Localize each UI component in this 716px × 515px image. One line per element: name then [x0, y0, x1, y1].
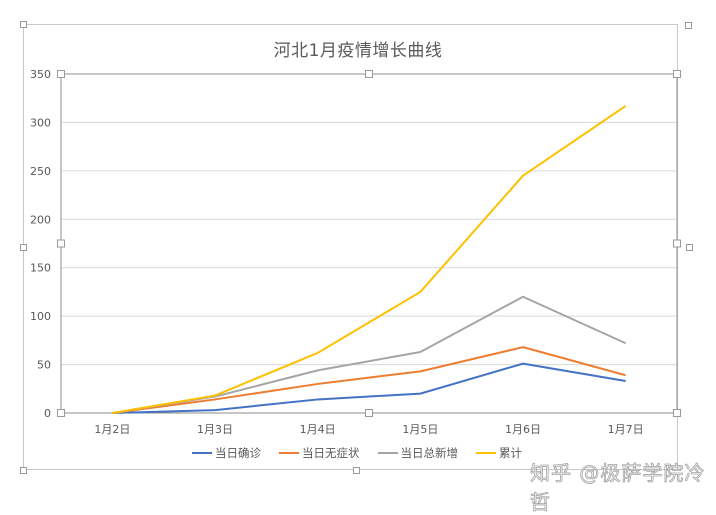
plot-area-resize-handle[interactable] [57, 409, 65, 417]
legend-swatch-confirmed [192, 452, 212, 454]
axes: 0 50 100 150 200 250 300 350 1月2日 1月3日 1月4日 1月5日 1月6… [30, 68, 678, 436]
series-line [112, 362, 626, 414]
legend-item-confirmed: 当日确诊 [192, 445, 261, 461]
chart-resize-handle-left[interactable] [20, 244, 27, 251]
x-tick-label: 1月6日 [505, 423, 541, 436]
plot-area-resize-handle[interactable] [365, 70, 373, 78]
y-tick-label: 150 [30, 262, 51, 275]
plot-area-resize-handle[interactable] [57, 70, 65, 78]
y-tick-label: 50 [37, 359, 51, 372]
legend-item-asymptomatic: 当日无症状 [279, 445, 360, 461]
x-tick-label: 1月7日 [608, 423, 644, 436]
legend-swatch-cumulative [476, 452, 496, 454]
y-tick-label: 0 [44, 407, 51, 420]
legend-item-total-new: 当日总新增 [377, 445, 459, 461]
legend-swatch-asymptomatic [279, 452, 299, 454]
chart-title: 河北1月疫情增长曲线 [273, 41, 443, 61]
legend: 当日确诊 当日无症状 当日总新增 累计 [192, 445, 522, 461]
x-tick-label: 1月5日 [402, 423, 438, 436]
plot-area-handles[interactable] [57, 70, 681, 417]
y-tick-label: 300 [30, 116, 51, 129]
series-line [112, 346, 626, 414]
plot-area-resize-handle[interactable] [673, 239, 681, 248]
x-tick-label: 1月4日 [300, 423, 336, 436]
chart-resize-handle-right[interactable] [686, 244, 693, 251]
series-line [112, 105, 627, 414]
y-tick-label: 100 [30, 310, 51, 323]
series-lines [112, 105, 627, 414]
chart-resize-handle-bottom[interactable] [353, 467, 360, 474]
legend-label-confirmed: 当日确诊 [215, 446, 261, 460]
chart-resize-handle-top-left[interactable] [20, 21, 27, 28]
legend-swatch-total-new [377, 452, 398, 454]
gridlines [61, 73, 677, 366]
legend-item-cumulative: 累计 [476, 445, 522, 461]
legend-label-total-new: 当日总新增 [400, 446, 459, 460]
chart-resize-handle-top-right[interactable] [685, 22, 692, 29]
plot-area-resize-handle[interactable] [673, 409, 681, 417]
y-tick-label: 350 [30, 68, 51, 81]
watermark: 知乎 @极萨学院冷哲 [530, 461, 706, 515]
plot-area-resize-handle[interactable] [673, 70, 681, 78]
plot-area-resize-handle[interactable] [365, 409, 373, 417]
x-tick-label: 1月3日 [197, 423, 233, 436]
plot-area-resize-handle[interactable] [57, 239, 65, 248]
legend-label-cumulative: 累计 [499, 446, 522, 460]
plot-area[interactable]: 0 50 100 150 200 250 300 350 1月2日 1月3日 1月4日 1月5日 1月6… [0, 0, 716, 500]
y-tick-label: 200 [30, 213, 51, 226]
x-tick-label: 1月2日 [94, 423, 130, 436]
legend-label-asymptomatic: 当日无症状 [302, 446, 360, 460]
chart-resize-handle-bottom-left[interactable] [20, 467, 27, 474]
y-tick-label: 250 [30, 165, 51, 178]
